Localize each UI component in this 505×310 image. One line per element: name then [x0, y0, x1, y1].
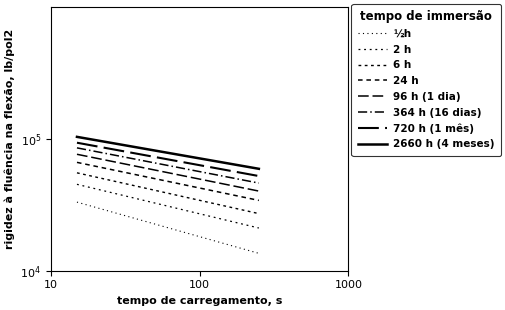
720 h (1 mês) — [256, 174, 262, 178]
720 h (1 mês) — [181, 161, 187, 164]
6 h — [182, 195, 188, 199]
96 h (1 dia) — [185, 175, 191, 179]
Legend: ½h, 2 h, 6 h, 24 h, 96 h (1 dia), 364 h (16 dias), 720 h (1 mês), 2660 h (4 mese: ½h, 2 h, 6 h, 24 h, 96 h (1 dia), 364 h … — [351, 4, 500, 156]
½h — [227, 243, 233, 247]
24 h — [74, 161, 80, 164]
364 h (16 dias) — [74, 146, 80, 150]
Line: 96 h (1 dia): 96 h (1 dia) — [77, 154, 259, 191]
Line: 6 h: 6 h — [77, 173, 259, 214]
2660 h (4 meses) — [182, 154, 188, 158]
½h — [238, 247, 244, 250]
Y-axis label: rigidez à fluência na flexão, lb/pol2: rigidez à fluência na flexão, lb/pol2 — [4, 29, 15, 249]
Line: ½h: ½h — [77, 202, 259, 253]
2 h — [185, 209, 191, 213]
720 h (1 mês) — [238, 171, 244, 175]
2 h — [256, 226, 262, 230]
364 h (16 dias) — [256, 181, 262, 185]
6 h — [227, 205, 233, 209]
96 h (1 dia) — [74, 153, 80, 156]
24 h — [238, 195, 244, 199]
2 h — [74, 183, 80, 186]
24 h — [182, 183, 188, 187]
720 h (1 mês) — [182, 161, 188, 164]
364 h (16 dias) — [185, 167, 191, 171]
½h — [182, 231, 188, 234]
2660 h (4 meses) — [74, 135, 80, 139]
24 h — [227, 193, 233, 196]
X-axis label: tempo de carregamento, s: tempo de carregamento, s — [117, 296, 282, 306]
364 h (16 dias) — [181, 167, 187, 170]
24 h — [181, 183, 187, 187]
96 h (1 dia) — [256, 189, 262, 193]
96 h (1 dia) — [74, 153, 80, 156]
2660 h (4 meses) — [238, 164, 244, 168]
364 h (16 dias) — [182, 167, 188, 171]
364 h (16 dias) — [227, 176, 233, 179]
720 h (1 mês) — [185, 161, 191, 165]
24 h — [256, 198, 262, 202]
2660 h (4 meses) — [74, 135, 80, 139]
Line: 364 h (16 dias): 364 h (16 dias) — [77, 148, 259, 183]
96 h (1 dia) — [238, 186, 244, 189]
½h — [185, 232, 191, 235]
½h — [181, 231, 187, 234]
96 h (1 dia) — [182, 174, 188, 178]
2 h — [182, 209, 188, 212]
2 h — [181, 208, 187, 212]
2660 h (4 meses) — [256, 167, 262, 171]
2660 h (4 meses) — [185, 155, 191, 158]
720 h (1 mês) — [74, 141, 80, 145]
364 h (16 dias) — [238, 178, 244, 182]
½h — [74, 201, 80, 204]
6 h — [185, 196, 191, 200]
Line: 720 h (1 mês): 720 h (1 mês) — [77, 143, 259, 176]
2 h — [227, 219, 233, 223]
2660 h (4 meses) — [181, 154, 187, 157]
96 h (1 dia) — [227, 184, 233, 187]
6 h — [238, 208, 244, 212]
2 h — [74, 183, 80, 186]
Line: 2 h: 2 h — [77, 184, 259, 228]
Line: 24 h: 24 h — [77, 162, 259, 200]
24 h — [74, 161, 80, 164]
6 h — [74, 171, 80, 175]
6 h — [256, 212, 262, 215]
720 h (1 mês) — [74, 141, 80, 144]
364 h (16 dias) — [74, 146, 80, 150]
6 h — [74, 171, 80, 175]
½h — [74, 200, 80, 204]
Line: 2660 h (4 meses): 2660 h (4 meses) — [77, 137, 259, 169]
6 h — [181, 195, 187, 199]
2 h — [238, 222, 244, 226]
96 h (1 dia) — [181, 174, 187, 178]
720 h (1 mês) — [227, 169, 233, 173]
24 h — [185, 184, 191, 188]
2660 h (4 meses) — [227, 162, 233, 166]
½h — [256, 251, 262, 255]
